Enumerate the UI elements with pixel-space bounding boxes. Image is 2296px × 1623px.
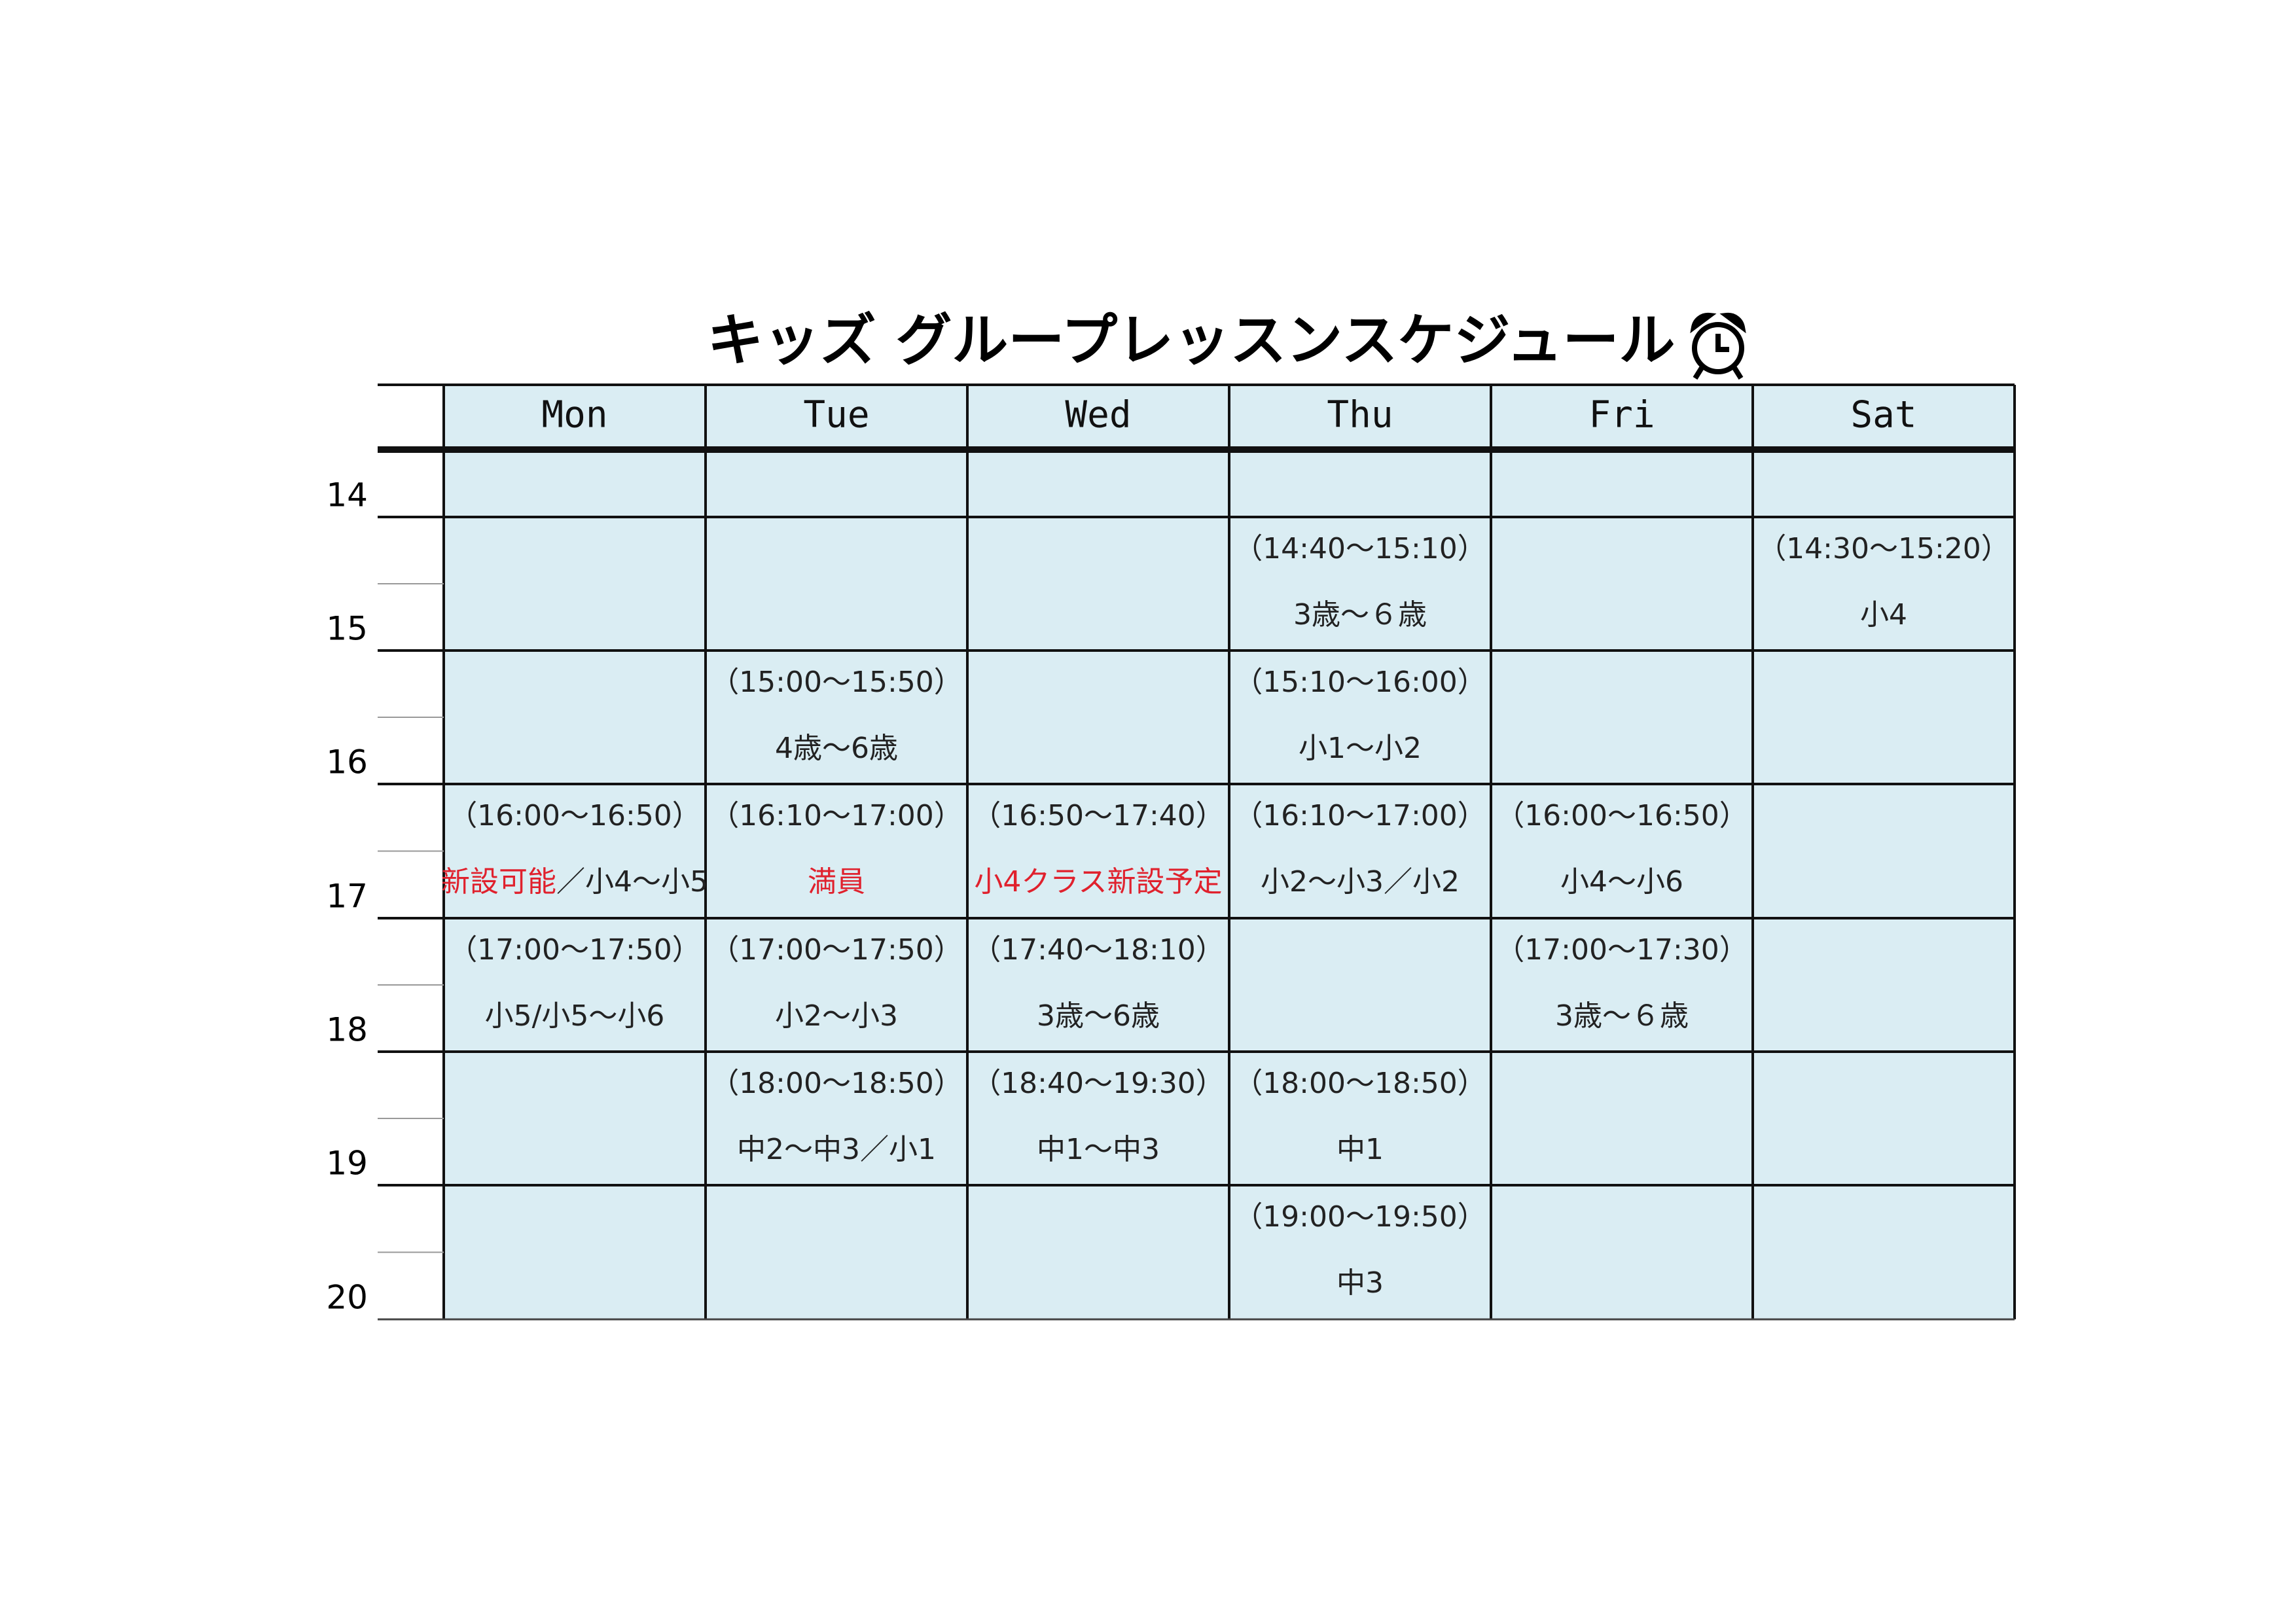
lesson-time: （15:10〜16:00） [1234,666,1486,699]
lesson-time: （17:40〜18:10） [972,933,1225,967]
lesson-label: 中3 [1336,1266,1384,1300]
lesson-target: 小1〜小2 [1299,732,1422,765]
hour-label: 18 [326,1011,368,1049]
day-header: Tue [803,394,869,437]
lesson-label: 中1 [1336,1133,1384,1166]
lesson-time: （15:00〜15:50） [710,666,963,699]
lesson-target: 3歳〜６歳 [1293,598,1427,632]
lesson-time: （18:00〜18:50） [710,1067,963,1100]
lesson-time: （16:50〜17:40） [972,799,1225,832]
day-header: Wed [1065,394,1131,437]
lesson-label: 3歳〜６歳 [1555,999,1689,1033]
lesson-time: （19:00〜19:50） [1234,1200,1486,1234]
lesson-label: 満員 [808,865,865,899]
alarm-clock-icon [1690,312,1746,380]
lesson-time: （17:00〜17:30） [1496,933,1748,967]
lesson-time: （16:00〜16:50） [448,799,701,832]
lesson-label: 小5/小5〜小6 [485,999,665,1033]
lesson-target: 3歳〜6歳 [1037,999,1160,1033]
lesson-target: 中3 [1336,1266,1384,1300]
lesson-note: 小4クラス新設予定 [974,865,1222,899]
lesson-target: 中2〜中3／小1 [737,1133,936,1166]
title: キッズ グループレッスンスケジュール [707,308,1675,373]
lesson-time: （14:40〜15:10） [1234,532,1486,565]
lesson-time: （17:00〜17:50） [448,933,701,967]
lesson-note: 新設可能 [441,865,556,899]
hour-label: 15 [326,610,368,648]
lesson-time: （17:00〜17:50） [710,933,963,967]
lesson-target: 4歳〜6歳 [775,732,898,765]
lesson-note: 満員 [808,865,865,899]
hour-label: 20 [326,1279,368,1317]
hour-label: 17 [326,878,368,916]
lesson-target: 小2〜小3／小2 [1261,865,1460,899]
lesson-label: 小4 [1860,598,1907,632]
hour-label: 19 [326,1145,368,1183]
day-header: Mon [541,394,607,437]
lesson-target: 中1 [1336,1133,1384,1166]
day-header: Thu [1327,394,1393,437]
lesson-target: 小4〜小6 [1560,865,1683,899]
lesson-label: 4歳〜6歳 [775,732,898,765]
lesson-time: （18:40〜19:30） [972,1067,1225,1100]
lesson-time: （18:00〜18:50） [1234,1067,1486,1100]
lesson-label: 小1〜小2 [1299,732,1422,765]
lesson-label: 3歳〜６歳 [1293,598,1427,632]
lesson-time: （14:30〜15:20） [1757,532,2010,565]
lesson-label: 3歳〜6歳 [1037,999,1160,1033]
lesson-target: 小5/小5〜小6 [485,999,665,1033]
hour-label: 14 [326,476,368,514]
day-header: Fri [1588,394,1655,437]
hour-label: 16 [326,743,368,781]
lesson-label: 小4〜小6 [1560,865,1683,899]
day-header: Sat [1850,394,1916,437]
lesson-target: 中1〜中3 [1037,1133,1160,1166]
lesson-label: 小2〜小3／小2 [1261,865,1460,899]
lesson-target: 3歳〜６歳 [1555,999,1689,1033]
lesson-label: 小2〜小3 [775,999,898,1033]
lesson-label: 中1〜中3 [1037,1133,1160,1166]
lesson-label: 小4クラス新設予定 [974,865,1222,899]
lesson-label: 新設可能／小4〜小5 [441,865,708,899]
lesson-target: 小2〜小3 [775,999,898,1033]
lesson-time: （16:10〜17:00） [1234,799,1486,832]
lesson-time: （16:00〜16:50） [1496,799,1748,832]
lesson-target: ／小4〜小5 [556,865,708,899]
lesson-time: （16:10〜17:00） [710,799,963,832]
lesson-target: 小4 [1860,598,1907,632]
lesson-label: 中2〜中3／小1 [737,1133,936,1166]
